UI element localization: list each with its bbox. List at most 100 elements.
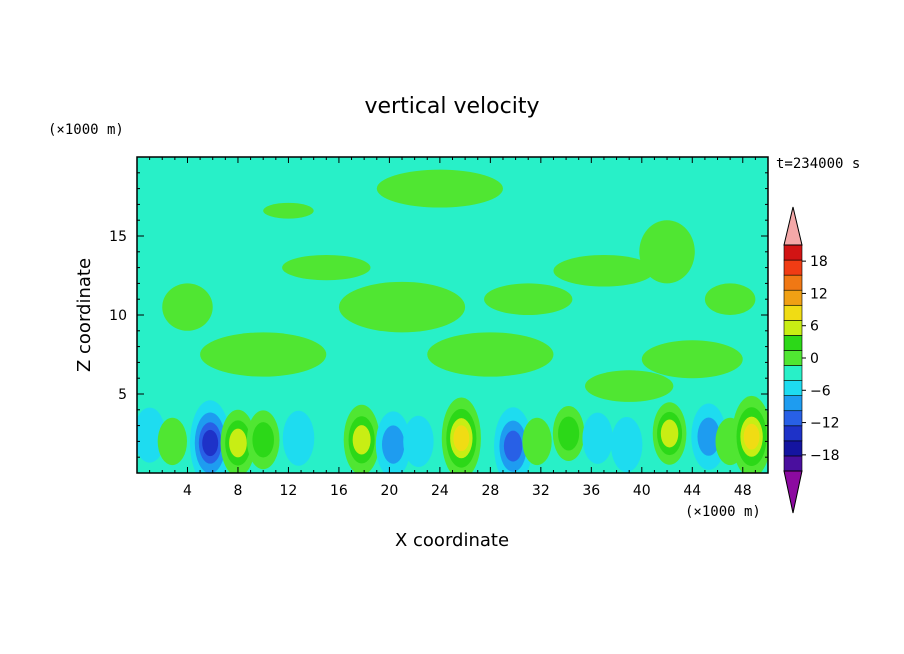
convective-cell	[691, 403, 727, 470]
convective-cell	[137, 407, 166, 463]
colorbar-swatch	[783, 274, 803, 291]
x-tick-label: 44	[683, 483, 701, 499]
colorbar-label: −18	[810, 448, 840, 464]
colorbar-swatch	[783, 244, 803, 261]
x-tick-label: 4	[183, 483, 192, 499]
plot-area	[137, 157, 768, 473]
convective-cell	[246, 410, 280, 470]
cell-contour	[352, 425, 371, 455]
convective-cell	[157, 417, 187, 466]
colorbar-swatch	[783, 350, 803, 366]
convective-cell	[375, 411, 411, 473]
time-label: t=234000 s	[776, 156, 860, 172]
colorbar-label: 0	[810, 351, 819, 367]
convective-cell	[282, 410, 315, 466]
upper-region	[200, 332, 327, 377]
y-tick-label: 5	[118, 387, 127, 403]
colorbar-swatch	[783, 455, 803, 472]
cell-contour	[229, 428, 247, 458]
colorbar-swatch	[783, 395, 803, 412]
cell-contour	[137, 407, 166, 463]
convective-cell	[343, 404, 380, 473]
colorbar-swatch	[783, 425, 803, 442]
upper-region	[263, 202, 314, 219]
cell-contour	[503, 430, 523, 462]
colorbar-swatch	[783, 335, 803, 351]
y-tick-label: 15	[109, 229, 127, 245]
convective-cell	[610, 417, 643, 473]
upper-field-regions	[162, 169, 756, 402]
upper-region	[641, 340, 743, 379]
cell-contour	[522, 417, 552, 466]
upper-region	[704, 283, 756, 316]
y-unit-label: (×1000 m)	[48, 122, 124, 138]
convective-cell	[403, 415, 434, 467]
cell-contour	[558, 416, 580, 451]
cell-contour	[381, 425, 405, 464]
colorbar-over-arrow	[783, 206, 803, 246]
convective-cell	[552, 406, 585, 461]
cell-contour	[582, 412, 613, 464]
colorbar-swatch	[783, 380, 803, 396]
y-axis-label: Z coordinate	[74, 258, 95, 372]
colorbar-swatch	[783, 410, 803, 427]
colorbar-swatch	[783, 289, 803, 306]
x-tick-label: 36	[582, 483, 600, 499]
upper-region	[338, 281, 466, 333]
x-axis: 4 8 12 16 20 24 28 32 36 40 44 48	[149, 157, 756, 499]
upper-region	[162, 283, 213, 331]
colorbar-label: 12	[810, 286, 828, 302]
upper-region	[585, 370, 674, 402]
x-tick-label: 20	[380, 483, 398, 499]
y-tick-label: 10	[109, 308, 127, 324]
colorbar-label: 18	[810, 254, 828, 270]
colorbar-label: −6	[810, 383, 831, 399]
cell-contour	[697, 417, 720, 456]
lower-convective-cells	[137, 395, 768, 473]
upper-region	[484, 283, 573, 316]
x-tick-label: 32	[532, 483, 550, 499]
cell-contour	[202, 429, 219, 457]
upper-region	[427, 332, 554, 377]
colorbar-swatch	[783, 365, 803, 381]
colorbar-swatch	[783, 320, 803, 336]
upper-region	[376, 169, 503, 208]
upper-region	[639, 220, 695, 284]
cell-contour	[610, 417, 643, 473]
convective-cell	[220, 409, 256, 473]
y-axis: 5 10 15	[109, 172, 768, 458]
upper-region	[282, 254, 371, 281]
cell-contour	[660, 419, 679, 448]
convective-cell	[522, 417, 552, 466]
colorbar-swatch	[783, 304, 803, 321]
colorbar-swatch	[783, 259, 803, 276]
convective-cell	[190, 400, 231, 473]
colorbar-label: −12	[810, 416, 840, 432]
colorbar-label: 6	[810, 319, 819, 335]
x-axis-label: X coordinate	[395, 530, 509, 551]
cell-contour	[403, 415, 434, 467]
x-tick-label: 28	[481, 483, 499, 499]
x-unit-label: (×1000 m)	[685, 504, 761, 520]
cell-contour	[252, 422, 274, 458]
convective-cell	[731, 395, 768, 473]
cell-contour	[157, 417, 187, 466]
convective-cell	[494, 407, 533, 473]
cell-contour	[453, 425, 470, 452]
colorbar: 18 12 6 0 −6 −12 −18	[783, 206, 840, 514]
x-tick-label: 16	[330, 483, 348, 499]
convective-cell	[652, 402, 687, 465]
cell-contour	[282, 410, 315, 466]
convective-cell	[441, 397, 481, 473]
x-tick-label: 24	[431, 483, 449, 499]
chart-title: vertical velocity	[364, 94, 539, 119]
colorbar-swatch	[783, 440, 803, 457]
x-tick-label: 40	[633, 483, 651, 499]
upper-region	[553, 254, 655, 287]
colorbar-under-arrow	[783, 470, 803, 514]
x-tick-label: 48	[734, 483, 752, 499]
x-tick-label: 12	[280, 483, 298, 499]
x-tick-label: 8	[233, 483, 242, 499]
convective-cell	[582, 412, 613, 464]
